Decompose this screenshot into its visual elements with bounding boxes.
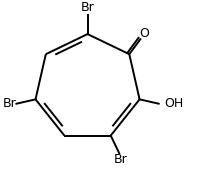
Text: Br: Br [2,97,16,110]
Text: Br: Br [81,1,94,14]
Text: OH: OH [165,97,184,110]
Text: O: O [140,27,149,40]
Text: Br: Br [114,154,128,166]
